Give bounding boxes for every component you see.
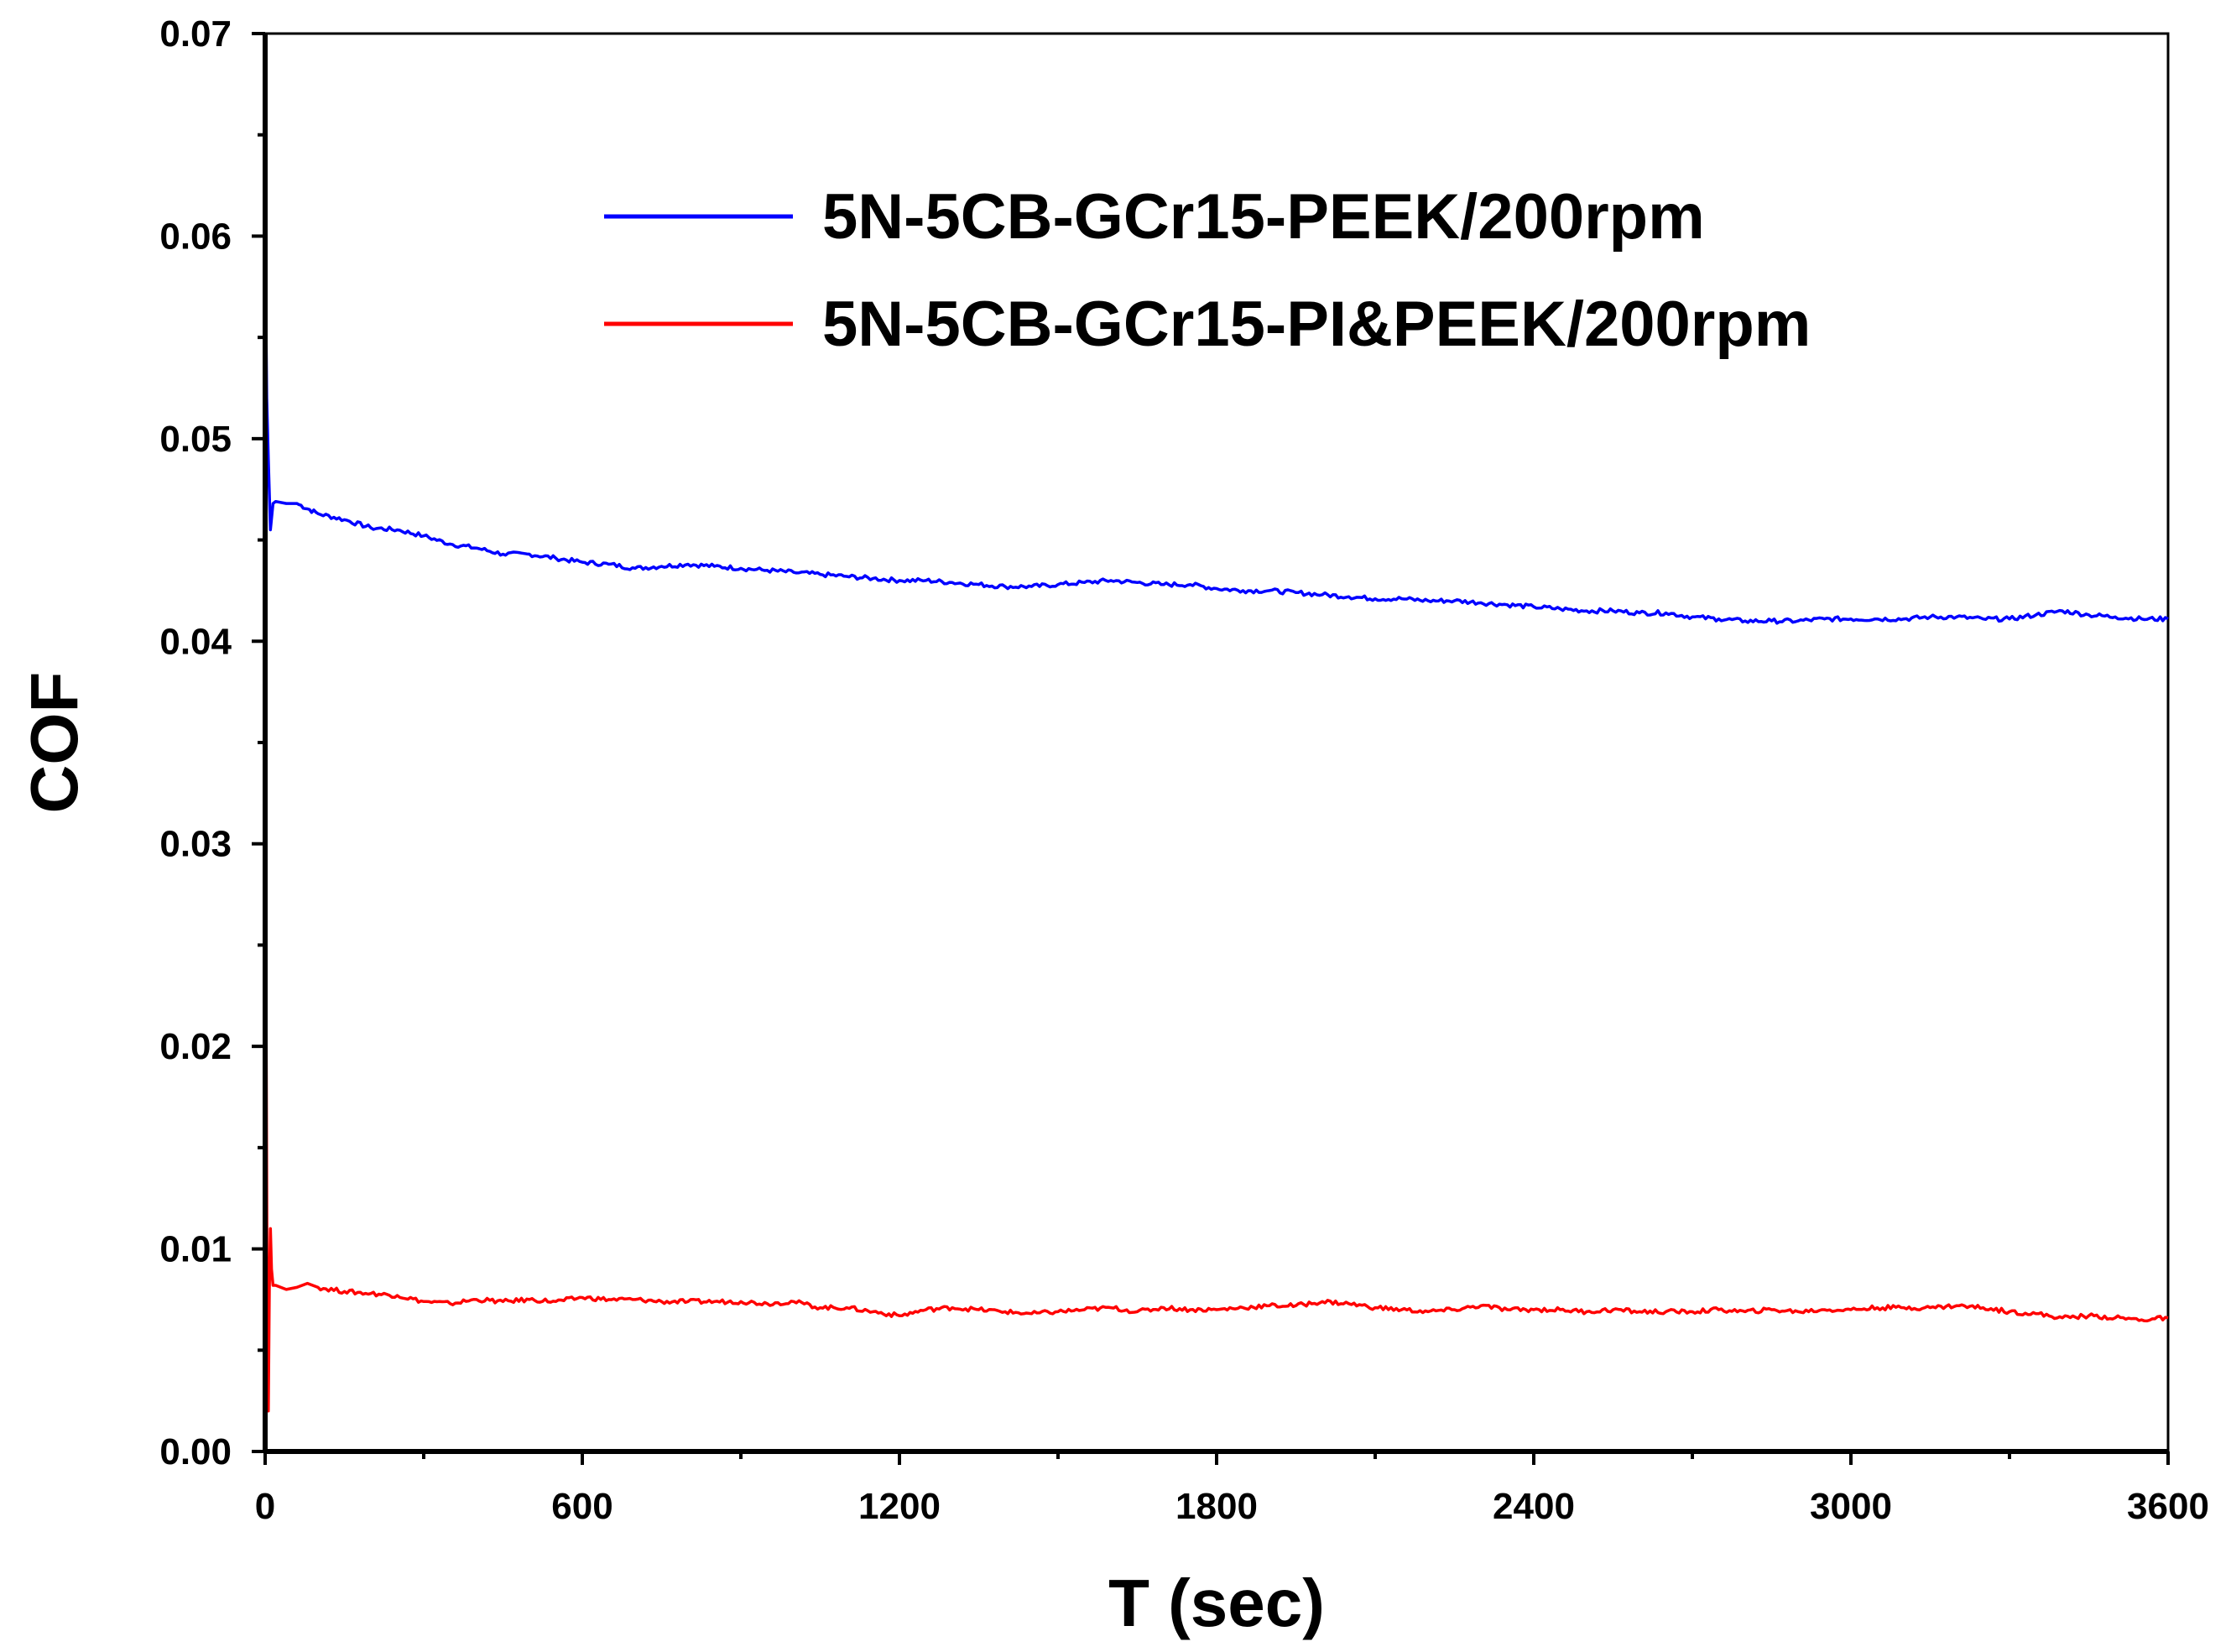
series-layer xyxy=(263,236,2169,1413)
x-tick-label: 3600 xyxy=(2127,1486,2209,1527)
y-tick-label: 0.02 xyxy=(159,1026,232,1067)
legend-label-pi-peek: 5N-5CB-GCr15-PI&PEEK/200rpm xyxy=(822,289,1811,360)
x-tick-label: 2400 xyxy=(1493,1486,1575,1527)
y-tick-label: 0.03 xyxy=(159,824,232,865)
y-tick-label: 0.04 xyxy=(159,621,232,662)
x-tick-label: 3000 xyxy=(1810,1486,1892,1527)
x-tick-label: 1800 xyxy=(1175,1486,1258,1527)
legend: 5N-5CB-GCr15-PEEK/200rpm 5N-5CB-GCr15-PI… xyxy=(604,181,1811,360)
y-tick-label: 0.05 xyxy=(159,419,232,460)
ticks-layer xyxy=(252,32,2170,1465)
x-tick-label: 1200 xyxy=(858,1486,941,1527)
y-tick-label: 0.06 xyxy=(159,216,232,257)
y-tick-label: 0.01 xyxy=(159,1229,232,1270)
x-tick-label: 0 xyxy=(255,1486,275,1527)
legend-label-peek: 5N-5CB-GCr15-PEEK/200rpm xyxy=(822,181,1705,253)
y-axis-title: COF xyxy=(17,672,91,814)
x-tick-label: 600 xyxy=(551,1486,612,1527)
tick-labels-layer: 0 600 1200 1800 2400 3000 3600 0.00 0.01 0.02 0.03… xyxy=(159,13,2209,1527)
y-tick-label: 0.00 xyxy=(159,1431,232,1472)
series-line-1 xyxy=(263,479,2169,1413)
y-tick-label: 0.07 xyxy=(159,13,232,55)
x-axis-title: T (sec) xyxy=(1108,1566,1325,1640)
series-line-0 xyxy=(263,236,2169,625)
